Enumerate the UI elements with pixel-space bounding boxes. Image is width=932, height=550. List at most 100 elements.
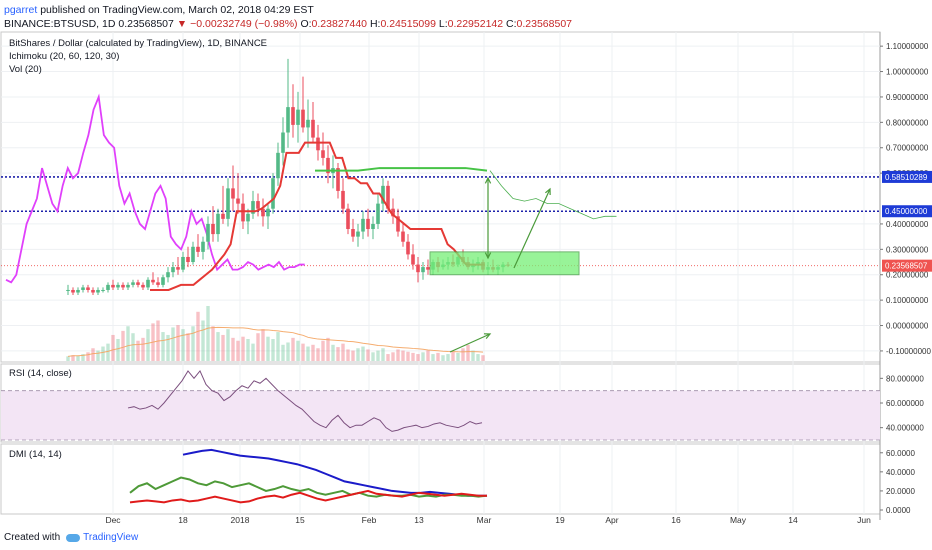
tradingview-logo[interactable]: TradingView (66, 532, 138, 543)
candle-body (126, 284, 130, 288)
projection-arrow (513, 188, 551, 269)
x-tick-label: 15 (295, 515, 305, 525)
candle-body (316, 137, 320, 151)
volume-ma-line (67, 326, 484, 357)
x-tick-label: 14 (788, 515, 798, 525)
candle-body (386, 185, 390, 209)
candle-body (341, 190, 345, 209)
volume-bar (381, 348, 385, 361)
open-value: 0.23827440 (311, 18, 368, 30)
x-tick-label: Dec (105, 515, 121, 525)
volume-bar (86, 352, 90, 361)
volume-bar (106, 343, 110, 361)
dmi-pane (129, 448, 488, 504)
volume-bar (266, 336, 270, 361)
target-zone-box (429, 251, 580, 276)
candle-body (411, 254, 415, 265)
candle-body (131, 282, 135, 285)
tradingview-brand: TradingView (83, 532, 139, 543)
candle-body (321, 150, 325, 158)
volume-bar (96, 350, 100, 361)
price-pane (1, 58, 880, 361)
volume-trend-arrow-head (483, 333, 492, 339)
rsi-y-tick-label: 80.000000 (886, 374, 924, 383)
ichimoku-label: Ichimoku (20, 60, 120, 30) (9, 51, 120, 62)
y-tick-label: -0.10000000 (886, 347, 931, 356)
candle-body (351, 229, 355, 237)
cloud-icon (66, 533, 81, 542)
published-text: published on TradingView.com, March 02, … (40, 4, 314, 16)
y-tick-label: 1.10000000 (886, 42, 929, 51)
dmi-y-tick-label: 0.0000 (886, 506, 911, 515)
volume-bar (366, 349, 370, 361)
y-tick-label: 0.80000000 (886, 118, 929, 127)
candle-body (211, 223, 215, 235)
candle-body (376, 203, 380, 224)
candle-body (251, 201, 255, 214)
volume-bar (176, 325, 180, 361)
candle-body (186, 256, 190, 263)
price-label-box (882, 205, 932, 218)
candle-body (121, 284, 125, 288)
volume-bar (311, 344, 315, 361)
candle-body (301, 109, 305, 128)
candle-body (216, 213, 220, 235)
kijun-line (150, 141, 485, 291)
candle-body (286, 107, 290, 133)
vertical-target-arrow-head (484, 176, 492, 184)
volume-bar (241, 336, 245, 361)
volume-bar (81, 354, 85, 361)
volume-bar (66, 356, 70, 361)
volume-bar (201, 320, 205, 361)
leading-span-line (315, 167, 488, 172)
grid (0, 31, 881, 520)
candle-body (181, 256, 185, 270)
volume-bar (321, 340, 325, 361)
volume-bar (76, 355, 80, 361)
volume-bar (421, 352, 425, 361)
candle-body (176, 267, 180, 270)
candle-body (171, 267, 175, 273)
volume-bar (121, 330, 125, 361)
volume-bar (141, 337, 145, 361)
candle-body (141, 284, 145, 288)
volume-bar (436, 352, 440, 361)
candle-body (361, 218, 365, 232)
candle-body (421, 267, 425, 273)
volume-bar (356, 348, 360, 361)
price-label-text: 0.23568507 (885, 262, 928, 271)
volume-bar (466, 344, 470, 361)
candle-body (81, 287, 85, 290)
volume-bar (236, 340, 240, 361)
candle-body (281, 132, 285, 153)
volume-bar (281, 344, 285, 361)
last-price: 0.23568507 (118, 18, 174, 30)
x-tick-label: Jun (857, 515, 871, 525)
author-link[interactable]: pgarret (4, 4, 38, 16)
y-tick-label: 0.20000000 (886, 271, 929, 280)
candle-body (401, 231, 405, 242)
volume-bar (426, 350, 430, 361)
vertical-target-arrow-head (484, 252, 492, 260)
volume-trend-arrow (449, 333, 491, 353)
ohlc-legend: BINANCE:BTSUSD, 1D 0.23568507 ▼ −0.00232… (4, 17, 572, 31)
candle-body (261, 208, 265, 217)
volume-bar (186, 333, 190, 361)
volume-bar (411, 352, 415, 361)
high-label: H: (369, 18, 381, 30)
plus-di-line (129, 476, 488, 498)
pane-border (0, 31, 881, 363)
created-with-text: Created with (4, 532, 61, 543)
lagging-span-line (5, 93, 305, 284)
y-tick-label: 0.70000000 (886, 144, 929, 153)
volume-bar (211, 326, 215, 361)
volume-bar (181, 329, 185, 361)
volume-bar (351, 350, 355, 361)
x-tick-label: 19 (555, 515, 565, 525)
x-tick-label: Mar (477, 515, 492, 525)
candle-body (101, 289, 105, 291)
volume-bar (126, 326, 130, 361)
dmi-y-tick-label: 40.0000 (886, 468, 915, 477)
volume-bar (441, 355, 445, 361)
